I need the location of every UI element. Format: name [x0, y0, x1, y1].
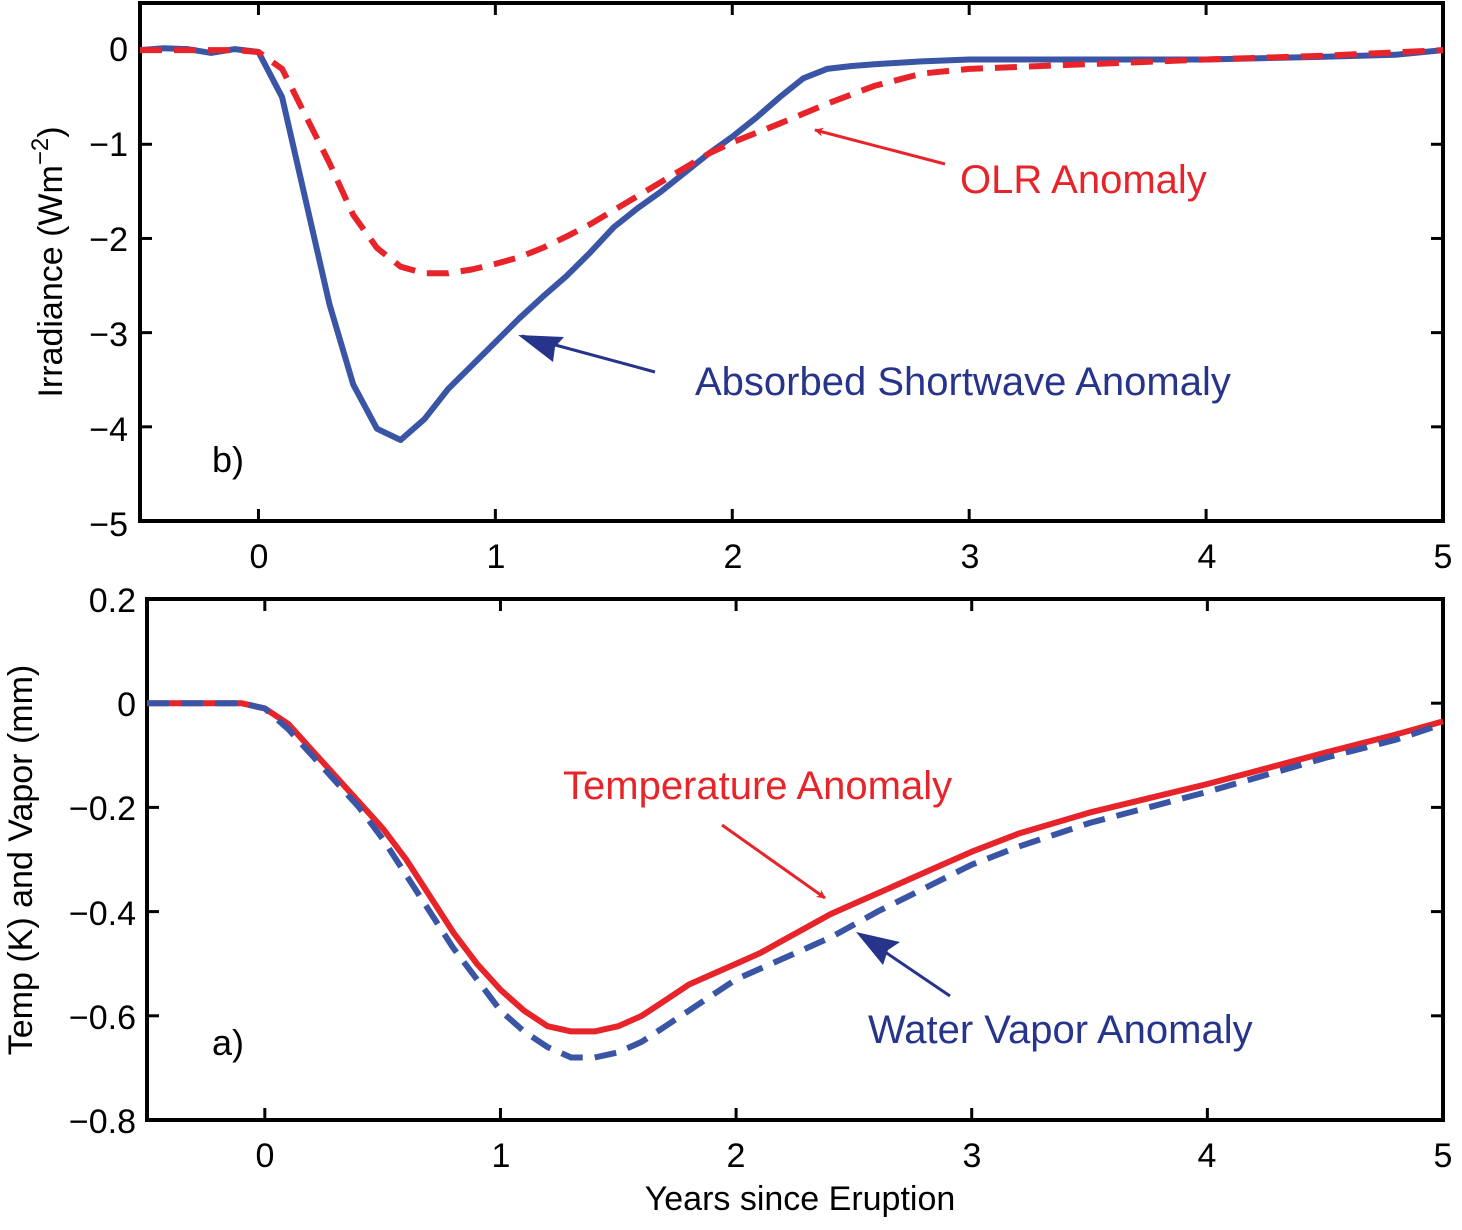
annotation-olr: OLR Anomaly — [960, 158, 1207, 202]
y-tick-label-b-0: 0 — [109, 31, 128, 69]
panel-a: 0 1 2 3 4 5 0.2 0 −0.2 −0.4 −0.6 −0.8 Te… — [2, 582, 1452, 1218]
x-tick-label-a-1: 1 — [492, 1137, 511, 1175]
x-tick-label-a-2: 2 — [727, 1137, 746, 1175]
panel-tag-b: b) — [212, 439, 244, 480]
x-axis-label: Years since Eruption — [645, 1180, 956, 1218]
annotation-arrowhead-shortwave — [518, 335, 564, 362]
plot-frame-b — [138, 1, 1445, 523]
y-tick-label-b-2: −2 — [89, 221, 128, 259]
y-tick-label-a-5: −0.8 — [69, 1103, 136, 1141]
x-tick-label-b-0: 0 — [250, 538, 269, 576]
annotation-arrow-temperature — [721, 823, 826, 900]
y-axis-label-b: Irradiance (Wm−2) — [27, 126, 70, 397]
x-tick-label-b-5: 5 — [1434, 538, 1453, 576]
annotation-arrowhead-vapor — [856, 932, 900, 965]
y-tick-label-a-1: 0 — [117, 686, 136, 724]
x-tick-label-a-4: 4 — [1198, 1137, 1217, 1175]
annotation-shortwave: Absorbed Shortwave Anomaly — [695, 360, 1231, 404]
y-tick-label-b-4: −4 — [89, 411, 128, 449]
panel-tag-a: a) — [212, 1022, 244, 1063]
series-lines-b — [139, 45, 1444, 443]
plot-frame-a — [145, 597, 1445, 1122]
annotation-temperature: Temperature Anomaly — [563, 764, 952, 808]
panel-b: 0 1 2 3 4 5 0 −1 −2 −3 −4 −5 Irradiance … — [27, 1, 1453, 576]
y-axis-label-a: Temp (K) and Vapor (mm) — [2, 665, 40, 1055]
tick-marks-b — [140, 3, 1445, 523]
annotation-vapor: Water Vapor Anomaly — [868, 1008, 1253, 1052]
y-tick-label-a-2: −0.2 — [69, 790, 136, 828]
series-line-temperature-anomaly — [147, 700, 1444, 1035]
y-tick-label-b-5: −5 — [89, 506, 128, 544]
series-line-water-vapor-anomaly — [147, 700, 1444, 1061]
y-tick-label-a-0: 0.2 — [89, 582, 136, 620]
y-tick-label-b-3: −3 — [89, 316, 128, 354]
series-lines-a — [147, 700, 1444, 1061]
x-tick-label-a-5: 5 — [1434, 1137, 1453, 1175]
x-tick-label-a-3: 3 — [963, 1137, 982, 1175]
y-tick-label-b-1: −1 — [89, 126, 128, 164]
x-tick-label-b-2: 2 — [724, 538, 743, 576]
x-tick-label-a-0: 0 — [256, 1137, 275, 1175]
x-tick-label-b-4: 4 — [1198, 538, 1217, 576]
x-tick-label-b-1: 1 — [487, 538, 506, 576]
tick-marks-a — [147, 597, 1445, 1122]
x-tick-label-b-3: 3 — [961, 538, 980, 576]
y-tick-label-a-3: −0.4 — [69, 895, 136, 933]
series-line-olr-anomaly — [140, 47, 1444, 277]
annotation-arrow-olr — [814, 127, 946, 166]
y-tick-label-a-4: −0.6 — [69, 999, 136, 1037]
series-line-absorbed-shortwave-anomaly — [139, 45, 1444, 443]
